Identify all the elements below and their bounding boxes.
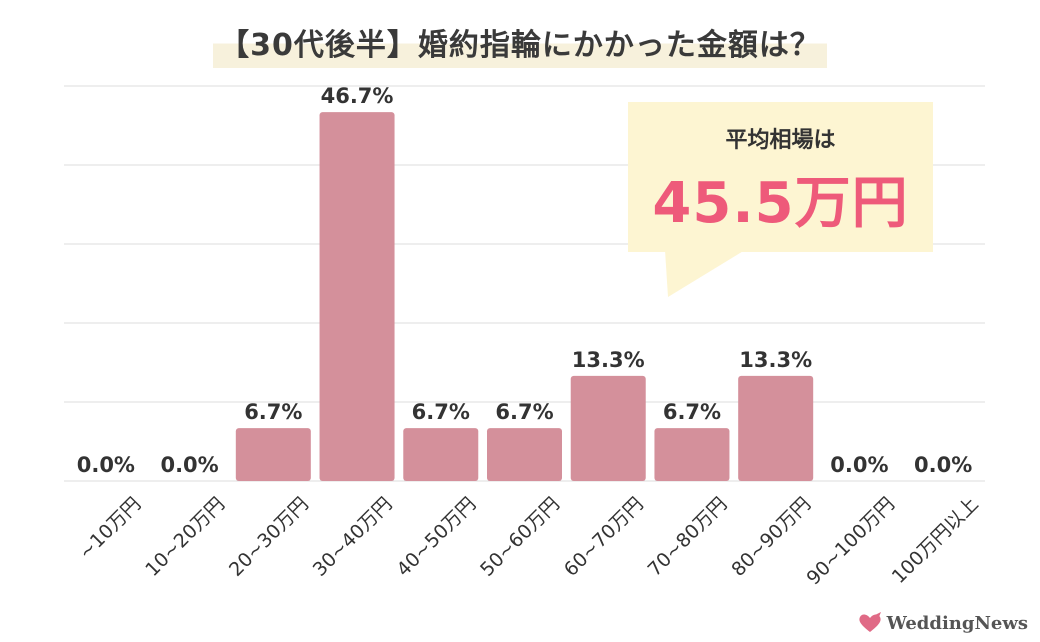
value-label-3: 46.7% xyxy=(321,84,394,108)
callout-label: 平均相場は xyxy=(725,128,836,153)
x-tick-label-5: 50~60万円 xyxy=(476,493,564,581)
value-label-7: 6.7% xyxy=(663,400,721,424)
x-tick-label-9: 90~100万円 xyxy=(803,493,899,589)
x-tick-label-2: 20~30万円 xyxy=(225,493,313,581)
logo: WeddingNews xyxy=(857,612,1028,634)
logo-text: WeddingNews xyxy=(886,612,1028,634)
bar-6 xyxy=(570,375,646,481)
chart-title: 【30代後半】婚約指輪にかかった金額は？ xyxy=(213,14,827,68)
value-label-4: 6.7% xyxy=(412,400,470,424)
value-label-0: 0.0% xyxy=(77,453,135,477)
value-label-1: 0.0% xyxy=(160,453,218,477)
title-wrap: 【30代後半】婚約指輪にかかった金額は？ xyxy=(0,14,1040,68)
callout-value: 45.5万円 xyxy=(652,171,909,236)
x-tick-label-1: 10~20万円 xyxy=(141,493,229,581)
value-label-2: 6.7% xyxy=(244,400,302,424)
x-tick-label-4: 40~50万円 xyxy=(392,493,480,581)
bar-4 xyxy=(403,428,479,481)
value-label-5: 6.7% xyxy=(495,400,553,424)
x-tick-label-3: 30~40万円 xyxy=(309,493,397,581)
bar-3 xyxy=(319,112,395,481)
bar-2 xyxy=(235,428,311,481)
x-tick-label-10: 100万円以上 xyxy=(888,493,983,588)
value-label-9: 0.0% xyxy=(830,453,888,477)
value-label-6: 13.3% xyxy=(572,348,645,372)
bar-5 xyxy=(487,428,562,481)
value-label-8: 13.3% xyxy=(739,348,812,372)
x-tick-label-7: 70~80万円 xyxy=(644,493,732,581)
average-callout: 平均相場は 45.5万円 xyxy=(628,102,933,252)
bar-7 xyxy=(654,428,730,481)
value-label-10: 0.0% xyxy=(914,453,972,477)
x-tick-label-8: 80~90万円 xyxy=(727,493,815,581)
heart-bird-icon xyxy=(858,612,881,632)
x-tick-label-6: 60~70万円 xyxy=(560,493,648,581)
x-tick-label-0: ~10万円 xyxy=(75,493,146,564)
bar-8 xyxy=(738,375,814,481)
